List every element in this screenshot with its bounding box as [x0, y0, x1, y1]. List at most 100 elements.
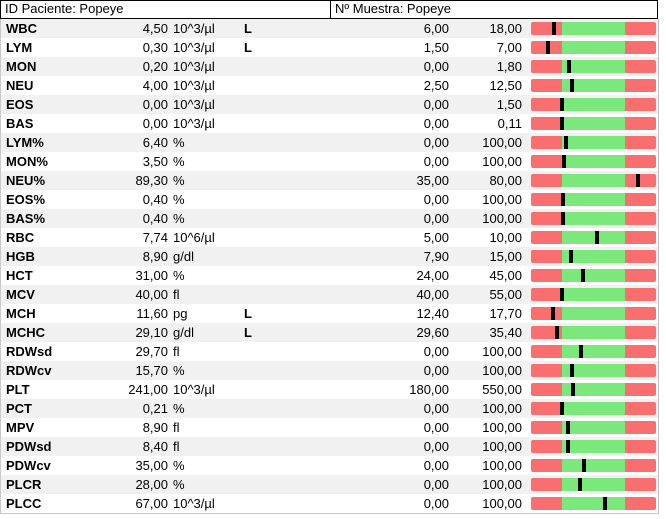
- range-low: 0,00: [423, 59, 449, 75]
- value-marker: [564, 136, 569, 150]
- range-high: 100,00: [482, 439, 522, 455]
- value-marker: [570, 383, 575, 397]
- param-unit: 10^3/µl: [173, 40, 215, 56]
- table-row: NEU% 89,30% 35,00 80,00: [1, 171, 658, 191]
- range-bar: [531, 364, 656, 378]
- param-name: NEU: [6, 78, 34, 94]
- range-high: 100,00: [482, 211, 522, 227]
- param-name: NEU%: [6, 173, 46, 189]
- param-unit: 10^3/µl: [173, 97, 215, 113]
- range-bar: [531, 136, 656, 150]
- value-marker: [560, 117, 565, 131]
- param-name: PDWsd: [6, 439, 52, 455]
- param-name: EOS%: [6, 192, 46, 208]
- sample-id-field: Nº Muestra: Popeye: [330, 0, 658, 19]
- value-marker: [570, 364, 575, 378]
- param-unit: %: [173, 192, 185, 208]
- range-low: 180,00: [409, 382, 449, 398]
- table-row: RBC 7,74 10^6/µl 5,00 10,00: [1, 228, 658, 248]
- param-name: RBC: [6, 230, 35, 246]
- param-value: 7,74: [142, 230, 168, 246]
- table-row: MCHC 29,10 g/dl L 29,60 35,40: [1, 323, 658, 343]
- table-row: MCV 40,00 fl 40,00 55,00: [1, 285, 658, 305]
- param-unit: %: [173, 135, 185, 151]
- param-flag: L: [244, 21, 252, 36]
- bar-green-zone: [562, 79, 626, 93]
- param-unit: pg: [173, 306, 188, 322]
- range-bar: [531, 402, 656, 416]
- value-marker: [577, 478, 582, 492]
- param-unit: 10^3/µl: [173, 21, 215, 36]
- table-row: MON% 3,50% 0,00 100,00: [1, 152, 658, 172]
- param-value: 35,00: [135, 458, 168, 474]
- param-value: 40,00: [135, 287, 168, 303]
- range-low: 0,00: [423, 97, 449, 113]
- value-marker: [569, 250, 574, 264]
- range-bar: [531, 174, 656, 188]
- table-row: PLT 241,00 10^3/µl 180,00 550,00: [1, 380, 658, 400]
- param-value: 0,20: [142, 59, 168, 75]
- bar-green-zone: [562, 193, 626, 207]
- param-name: RDWsd: [6, 344, 53, 360]
- bar-green-zone: [562, 174, 626, 188]
- value-marker: [565, 440, 570, 454]
- value-marker: [565, 421, 570, 435]
- range-high: 550,00: [482, 382, 522, 398]
- value-marker: [582, 459, 587, 473]
- results-header: ID Paciente: Popeye Nº Muestra: Popeye: [0, 0, 658, 19]
- value-marker: [562, 155, 567, 169]
- param-value: 28,00: [135, 477, 168, 493]
- bar-green-zone: [562, 136, 626, 150]
- value-marker: [594, 231, 599, 245]
- param-unit: fl: [173, 344, 180, 360]
- table-row: HCT 31,00% 24,00 45,00: [1, 266, 658, 286]
- param-value: 0,30: [142, 40, 168, 56]
- param-unit: %: [173, 268, 185, 284]
- table-row: EOS 0,00 10^3/µl 0,00 1,50: [1, 95, 658, 115]
- range-low: 0,00: [423, 192, 449, 208]
- table-row: WBC 4,50 10^3/µl L 6,00 18,00: [1, 19, 658, 39]
- range-low: 0,00: [423, 420, 449, 436]
- param-name: LYM: [6, 40, 33, 56]
- bar-green-zone: [562, 421, 626, 435]
- param-name: MCHC: [6, 325, 45, 341]
- param-value: 8,90: [142, 249, 168, 265]
- range-high: 10,00: [489, 230, 522, 246]
- range-bar: [531, 307, 656, 321]
- param-name: MPV: [6, 420, 35, 436]
- value-marker: [567, 60, 572, 74]
- range-low: 0,00: [423, 496, 449, 512]
- bar-green-zone: [562, 155, 626, 169]
- bar-green-zone: [562, 60, 626, 74]
- value-marker: [578, 345, 583, 359]
- range-low: 0,00: [423, 458, 449, 474]
- range-high: 100,00: [482, 458, 522, 474]
- range-high: 100,00: [482, 401, 522, 417]
- range-bar: [531, 41, 656, 55]
- param-unit: g/dl: [173, 249, 194, 265]
- bar-green-zone: [562, 212, 626, 226]
- range-high: 100,00: [482, 477, 522, 493]
- range-high: 100,00: [482, 420, 522, 436]
- range-bar: [531, 79, 656, 93]
- range-high: 18,00: [489, 21, 522, 36]
- param-value: 6,40: [142, 135, 168, 151]
- bar-green-zone: [562, 364, 626, 378]
- range-low: 2,50: [423, 78, 449, 94]
- bar-green-zone: [562, 231, 626, 245]
- range-low: 7,90: [423, 249, 449, 265]
- param-value: 89,30: [135, 173, 168, 189]
- range-bar: [531, 193, 656, 207]
- range-high: 12,50: [489, 78, 522, 94]
- param-unit: g/dl: [173, 325, 194, 341]
- bar-green-zone: [562, 307, 626, 321]
- range-low: 1,50: [423, 40, 449, 56]
- param-flag: L: [244, 306, 252, 322]
- range-high: 35,40: [489, 325, 522, 341]
- param-unit: %: [173, 173, 185, 189]
- param-name: MON: [6, 59, 37, 75]
- range-low: 0,00: [423, 116, 449, 132]
- bar-green-zone: [562, 497, 626, 511]
- param-value: 241,00: [128, 382, 168, 398]
